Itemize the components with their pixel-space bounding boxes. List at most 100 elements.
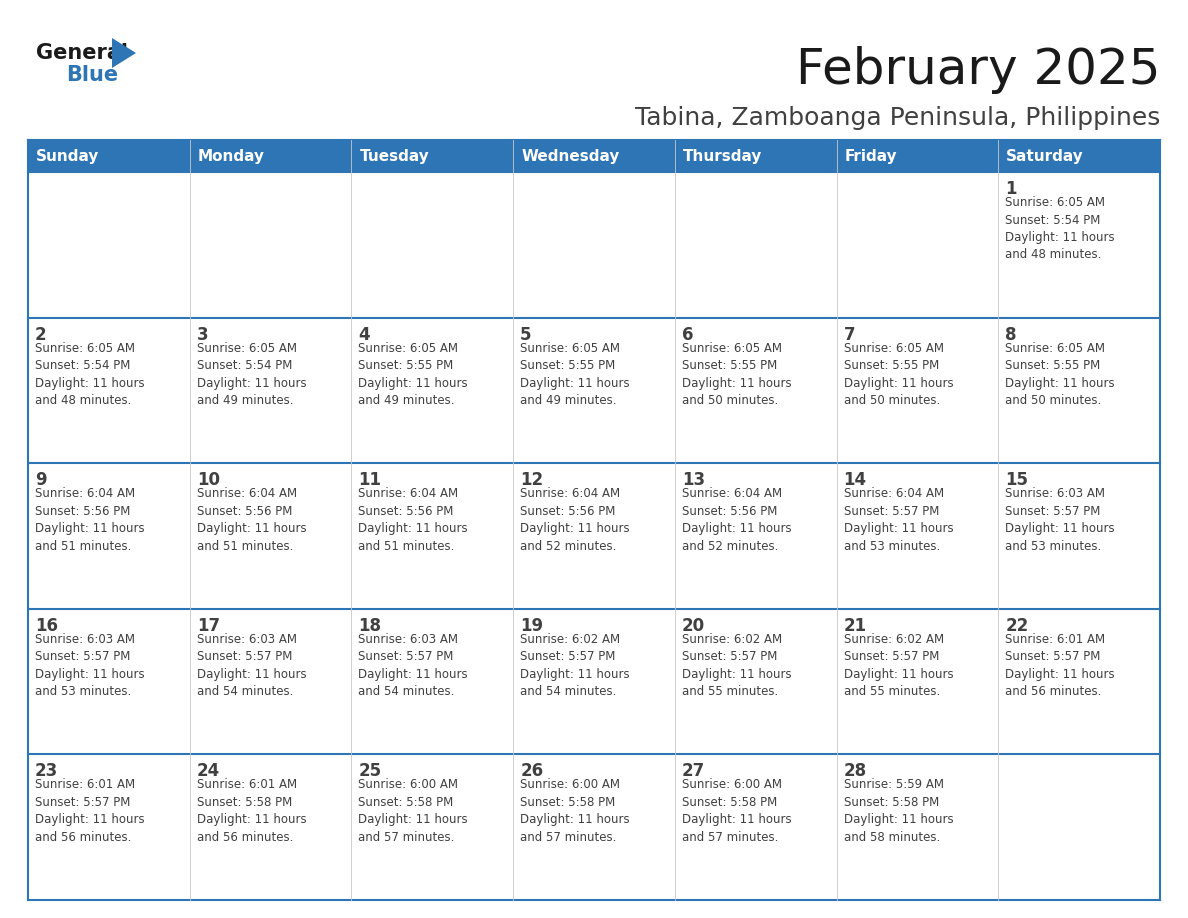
Text: 21: 21 — [843, 617, 867, 635]
Text: Sunrise: 6:05 AM
Sunset: 5:54 PM
Daylight: 11 hours
and 48 minutes.: Sunrise: 6:05 AM Sunset: 5:54 PM Dayligh… — [34, 341, 145, 407]
Bar — [836, 755, 998, 900]
Text: Sunday: Sunday — [36, 149, 100, 163]
Bar — [998, 609, 1159, 755]
Text: Friday: Friday — [845, 149, 897, 163]
Polygon shape — [112, 38, 135, 68]
Text: Sunrise: 6:05 AM
Sunset: 5:55 PM
Daylight: 11 hours
and 50 minutes.: Sunrise: 6:05 AM Sunset: 5:55 PM Dayligh… — [843, 341, 953, 407]
Bar — [352, 172, 513, 318]
Text: 8: 8 — [1005, 326, 1017, 343]
Text: 23: 23 — [34, 763, 58, 780]
Bar — [836, 318, 998, 464]
Text: Sunrise: 6:05 AM
Sunset: 5:54 PM
Daylight: 11 hours
and 49 minutes.: Sunrise: 6:05 AM Sunset: 5:54 PM Dayligh… — [197, 341, 307, 407]
Text: 16: 16 — [34, 617, 58, 635]
Text: 17: 17 — [197, 617, 220, 635]
Text: 3: 3 — [197, 326, 208, 343]
Bar — [513, 755, 675, 900]
Text: Sunrise: 6:04 AM
Sunset: 5:56 PM
Daylight: 11 hours
and 52 minutes.: Sunrise: 6:04 AM Sunset: 5:56 PM Dayligh… — [520, 487, 630, 553]
Text: Sunrise: 6:05 AM
Sunset: 5:55 PM
Daylight: 11 hours
and 50 minutes.: Sunrise: 6:05 AM Sunset: 5:55 PM Dayligh… — [1005, 341, 1114, 407]
Text: 5: 5 — [520, 326, 532, 343]
Text: 7: 7 — [843, 326, 855, 343]
Bar — [836, 172, 998, 318]
Text: 26: 26 — [520, 763, 543, 780]
Text: Sunrise: 6:02 AM
Sunset: 5:57 PM
Daylight: 11 hours
and 55 minutes.: Sunrise: 6:02 AM Sunset: 5:57 PM Dayligh… — [682, 633, 791, 699]
Bar — [29, 464, 190, 609]
Bar — [352, 609, 513, 755]
Bar — [190, 318, 352, 464]
Text: 19: 19 — [520, 617, 543, 635]
Bar — [29, 140, 1159, 172]
Text: Sunrise: 6:04 AM
Sunset: 5:57 PM
Daylight: 11 hours
and 53 minutes.: Sunrise: 6:04 AM Sunset: 5:57 PM Dayligh… — [843, 487, 953, 553]
Text: Sunrise: 6:01 AM
Sunset: 5:57 PM
Daylight: 11 hours
and 56 minutes.: Sunrise: 6:01 AM Sunset: 5:57 PM Dayligh… — [1005, 633, 1114, 699]
Text: Sunrise: 6:04 AM
Sunset: 5:56 PM
Daylight: 11 hours
and 52 minutes.: Sunrise: 6:04 AM Sunset: 5:56 PM Dayligh… — [682, 487, 791, 553]
Text: Sunrise: 5:59 AM
Sunset: 5:58 PM
Daylight: 11 hours
and 58 minutes.: Sunrise: 5:59 AM Sunset: 5:58 PM Dayligh… — [843, 778, 953, 844]
Text: General: General — [36, 43, 128, 63]
Bar — [29, 609, 190, 755]
Text: 11: 11 — [359, 471, 381, 489]
Bar — [513, 172, 675, 318]
Text: Sunrise: 6:04 AM
Sunset: 5:56 PM
Daylight: 11 hours
and 51 minutes.: Sunrise: 6:04 AM Sunset: 5:56 PM Dayligh… — [34, 487, 145, 553]
Text: 9: 9 — [34, 471, 46, 489]
Bar — [513, 318, 675, 464]
Bar — [998, 755, 1159, 900]
Text: 25: 25 — [359, 763, 381, 780]
Text: Sunrise: 6:03 AM
Sunset: 5:57 PM
Daylight: 11 hours
and 54 minutes.: Sunrise: 6:03 AM Sunset: 5:57 PM Dayligh… — [359, 633, 468, 699]
Text: Sunrise: 6:03 AM
Sunset: 5:57 PM
Daylight: 11 hours
and 53 minutes.: Sunrise: 6:03 AM Sunset: 5:57 PM Dayligh… — [1005, 487, 1114, 553]
Text: Tabina, Zamboanga Peninsula, Philippines: Tabina, Zamboanga Peninsula, Philippines — [634, 106, 1159, 130]
Text: Sunrise: 6:02 AM
Sunset: 5:57 PM
Daylight: 11 hours
and 55 minutes.: Sunrise: 6:02 AM Sunset: 5:57 PM Dayligh… — [843, 633, 953, 699]
Text: Sunrise: 6:00 AM
Sunset: 5:58 PM
Daylight: 11 hours
and 57 minutes.: Sunrise: 6:00 AM Sunset: 5:58 PM Dayligh… — [682, 778, 791, 844]
Text: Sunrise: 6:03 AM
Sunset: 5:57 PM
Daylight: 11 hours
and 53 minutes.: Sunrise: 6:03 AM Sunset: 5:57 PM Dayligh… — [34, 633, 145, 699]
Text: Tuesday: Tuesday — [360, 149, 429, 163]
Bar — [675, 609, 836, 755]
Text: Thursday: Thursday — [683, 149, 763, 163]
Text: 13: 13 — [682, 471, 704, 489]
Text: February 2025: February 2025 — [796, 46, 1159, 94]
Text: 27: 27 — [682, 763, 706, 780]
Text: Monday: Monday — [197, 149, 265, 163]
Text: Blue: Blue — [67, 65, 118, 85]
Text: Sunrise: 6:01 AM
Sunset: 5:57 PM
Daylight: 11 hours
and 56 minutes.: Sunrise: 6:01 AM Sunset: 5:57 PM Dayligh… — [34, 778, 145, 844]
Text: 28: 28 — [843, 763, 867, 780]
Text: Sunrise: 6:05 AM
Sunset: 5:55 PM
Daylight: 11 hours
and 49 minutes.: Sunrise: 6:05 AM Sunset: 5:55 PM Dayligh… — [520, 341, 630, 407]
Text: Sunrise: 6:00 AM
Sunset: 5:58 PM
Daylight: 11 hours
and 57 minutes.: Sunrise: 6:00 AM Sunset: 5:58 PM Dayligh… — [359, 778, 468, 844]
Bar — [29, 318, 190, 464]
Text: 12: 12 — [520, 471, 543, 489]
Text: Wednesday: Wednesday — [522, 149, 619, 163]
Bar — [998, 464, 1159, 609]
Text: 20: 20 — [682, 617, 704, 635]
Bar — [190, 609, 352, 755]
Bar — [190, 464, 352, 609]
Text: Sunrise: 6:03 AM
Sunset: 5:57 PM
Daylight: 11 hours
and 54 minutes.: Sunrise: 6:03 AM Sunset: 5:57 PM Dayligh… — [197, 633, 307, 699]
Bar — [29, 755, 190, 900]
Text: 6: 6 — [682, 326, 694, 343]
Bar — [675, 464, 836, 609]
Text: 10: 10 — [197, 471, 220, 489]
Bar — [190, 172, 352, 318]
Text: 4: 4 — [359, 326, 369, 343]
Bar — [675, 755, 836, 900]
Text: 22: 22 — [1005, 617, 1029, 635]
Text: 24: 24 — [197, 763, 220, 780]
Text: Sunrise: 6:04 AM
Sunset: 5:56 PM
Daylight: 11 hours
and 51 minutes.: Sunrise: 6:04 AM Sunset: 5:56 PM Dayligh… — [359, 487, 468, 553]
Bar — [190, 755, 352, 900]
Text: Sunrise: 6:05 AM
Sunset: 5:55 PM
Daylight: 11 hours
and 49 minutes.: Sunrise: 6:05 AM Sunset: 5:55 PM Dayligh… — [359, 341, 468, 407]
Bar — [352, 464, 513, 609]
Text: 15: 15 — [1005, 471, 1029, 489]
Text: 1: 1 — [1005, 180, 1017, 198]
Bar — [998, 172, 1159, 318]
Bar — [836, 609, 998, 755]
Text: Sunrise: 6:05 AM
Sunset: 5:55 PM
Daylight: 11 hours
and 50 minutes.: Sunrise: 6:05 AM Sunset: 5:55 PM Dayligh… — [682, 341, 791, 407]
Bar — [675, 318, 836, 464]
Text: Sunrise: 6:05 AM
Sunset: 5:54 PM
Daylight: 11 hours
and 48 minutes.: Sunrise: 6:05 AM Sunset: 5:54 PM Dayligh… — [1005, 196, 1114, 262]
Bar — [352, 318, 513, 464]
Text: 2: 2 — [34, 326, 46, 343]
Text: Sunrise: 6:04 AM
Sunset: 5:56 PM
Daylight: 11 hours
and 51 minutes.: Sunrise: 6:04 AM Sunset: 5:56 PM Dayligh… — [197, 487, 307, 553]
Bar — [513, 464, 675, 609]
Text: 18: 18 — [359, 617, 381, 635]
Bar — [836, 464, 998, 609]
Bar — [29, 172, 190, 318]
Bar — [513, 609, 675, 755]
Bar — [998, 318, 1159, 464]
Text: Sunrise: 6:01 AM
Sunset: 5:58 PM
Daylight: 11 hours
and 56 minutes.: Sunrise: 6:01 AM Sunset: 5:58 PM Dayligh… — [197, 778, 307, 844]
Text: Saturday: Saturday — [1006, 149, 1083, 163]
Bar — [352, 755, 513, 900]
